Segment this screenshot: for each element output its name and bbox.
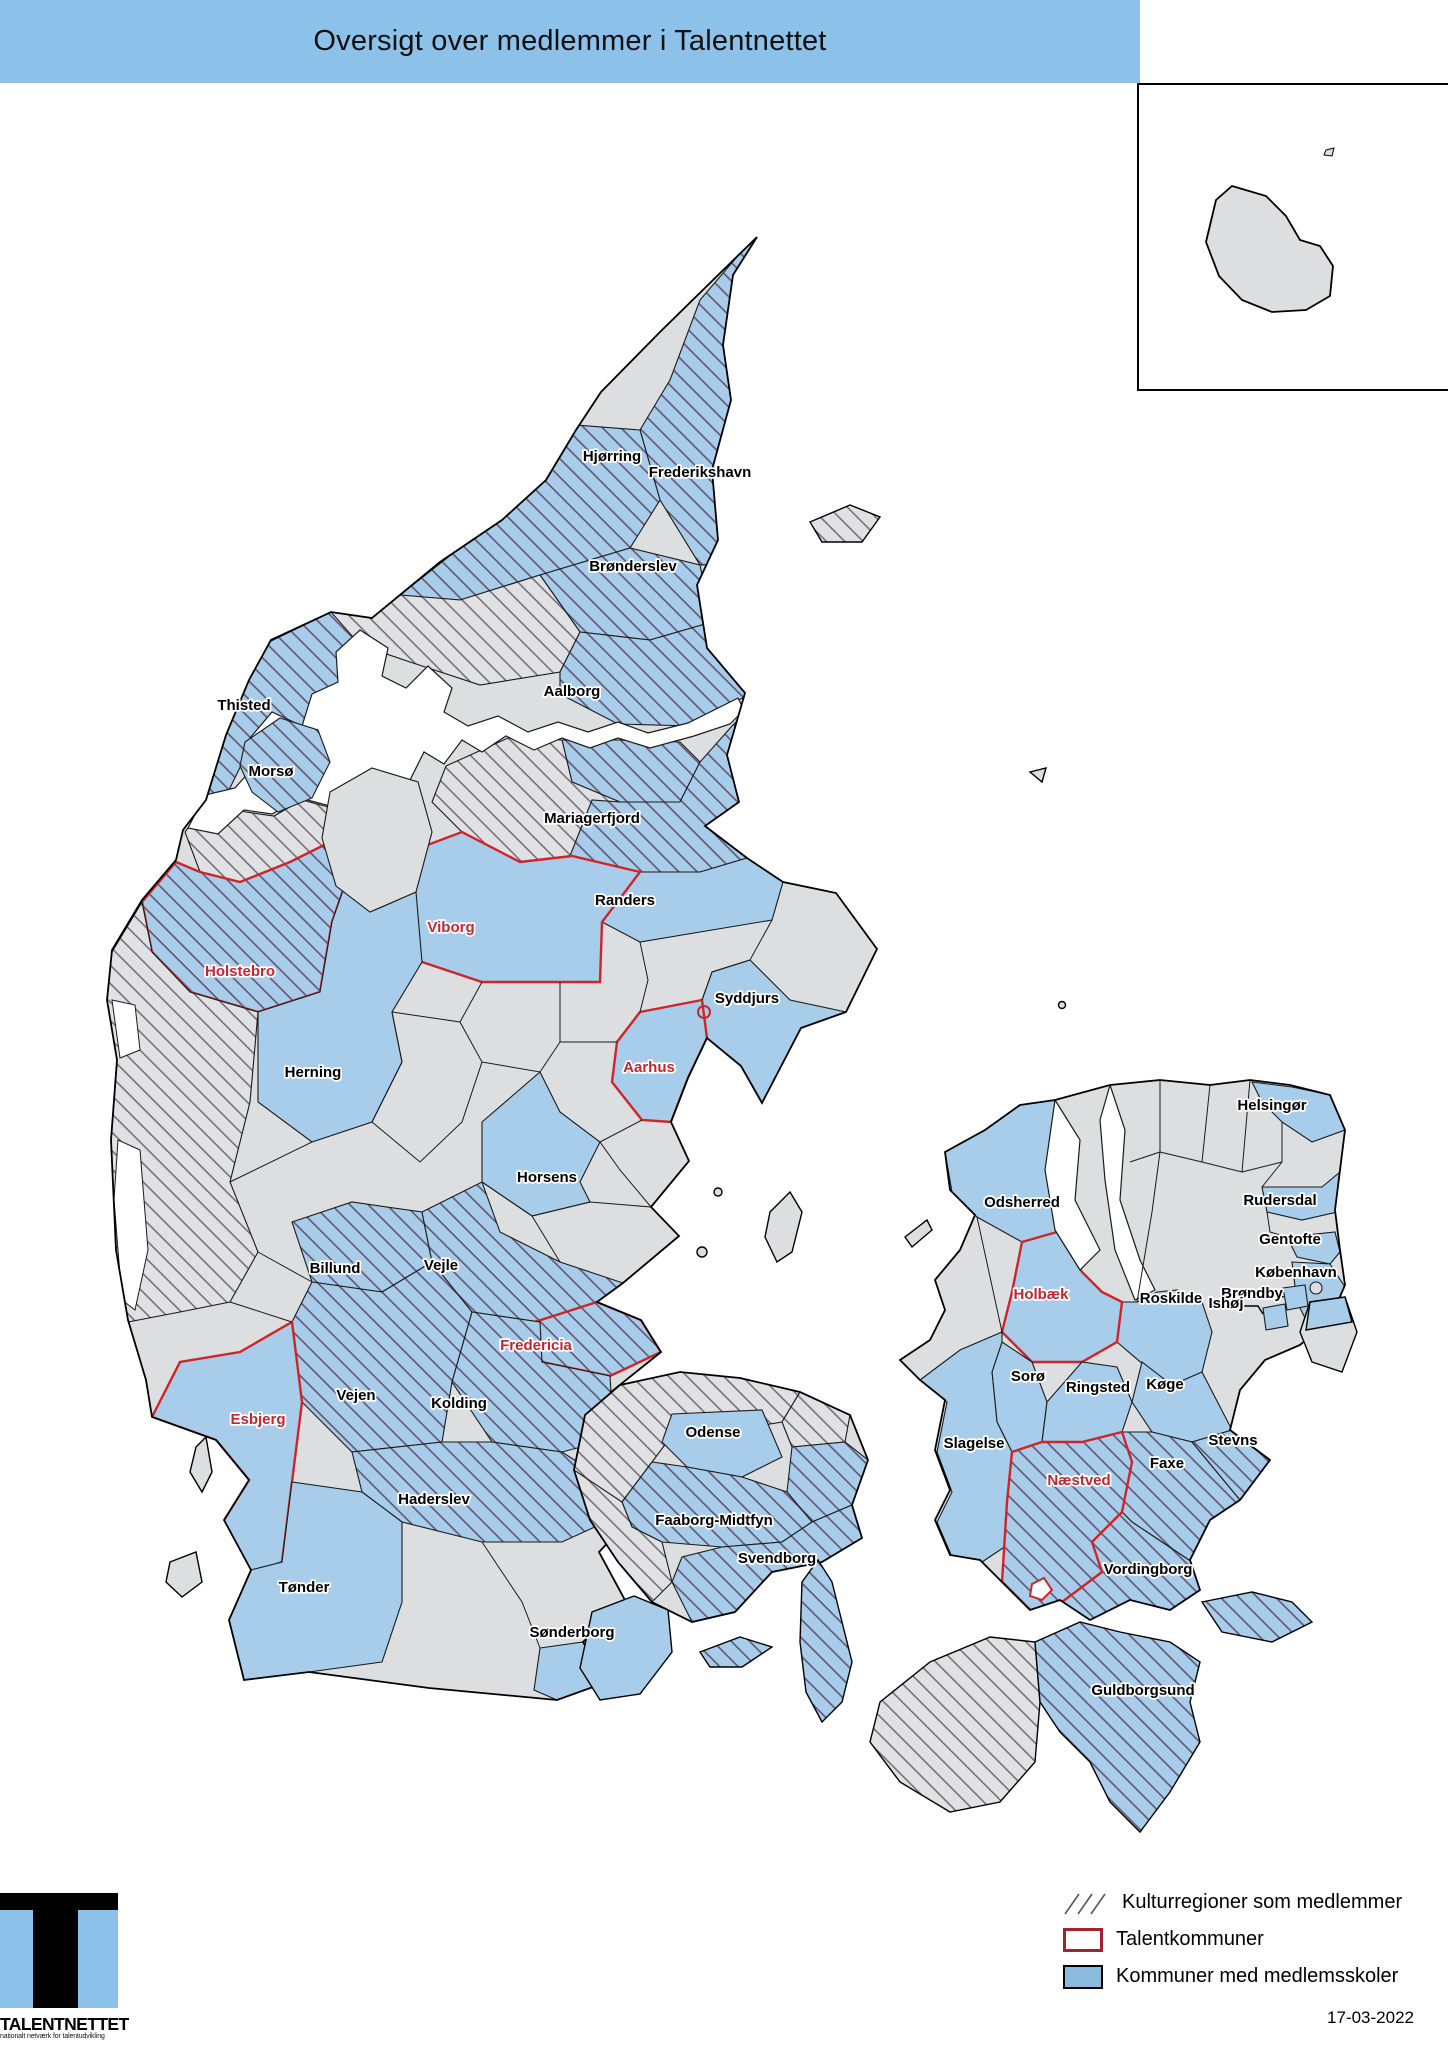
jutland <box>106 236 879 1701</box>
funen <box>573 1371 869 1623</box>
island-moen <box>1200 1591 1314 1643</box>
naestved-coast-red-outline <box>1028 1576 1054 1602</box>
map-label-mariagerfjord: Mariagerfjord <box>544 810 640 827</box>
island-hesseloe <box>1057 1000 1067 1010</box>
legend-item-culture-regions: Kulturregioner som medlemmer <box>1063 1884 1402 1921</box>
logo-tagline: nationalt netværk for talentudvikling <box>0 2033 105 2041</box>
page-title: Oversigt over medlemmer i Talentnettet <box>313 25 827 57</box>
map-label-morso: Morsø <box>249 763 295 780</box>
map-label-bronderslev: Brønderslev <box>589 558 677 575</box>
legend: Kulturregioner som medlemmer Talentkommu… <box>1063 1884 1402 1995</box>
map-label-koge: Køge <box>1146 1376 1184 1393</box>
legend-item-talent-municipalities: Talentkommuner <box>1063 1921 1402 1958</box>
island-bornholm <box>1205 184 1334 313</box>
map-label-esbjerg: Esbjerg <box>230 1411 285 1428</box>
legend-label-culture-regions: Kulturregioner som medlemmer <box>1122 1891 1403 1913</box>
island-sejeroe <box>904 1218 933 1249</box>
map-label-aalborg: Aalborg <box>544 683 601 700</box>
map-label-brondby: Brøndby <box>1221 1285 1283 1302</box>
map-labels: Hjørring Frederikshavn Brønderslev Thisted M… <box>203 446 1338 1701</box>
island-christiansoe <box>1323 147 1335 157</box>
map-label-herning: Herning <box>285 1064 342 1081</box>
map-label-ishoj: Ishøj <box>1208 1295 1243 1312</box>
map-label-holstebro: Holstebro <box>205 963 275 980</box>
island-amager-north <box>1305 1296 1353 1331</box>
map-label-aarhus: Aarhus <box>623 1059 675 1076</box>
map-label-haderslev: Haderslev <box>398 1491 470 1508</box>
bornholm-inset <box>1137 83 1448 391</box>
island-anholt <box>1028 767 1048 784</box>
hatch-swatch-icon <box>1064 1893 1106 1914</box>
talentnettet-logo: TALENTNETTET nationalt netværk for talen… <box>0 1892 130 2040</box>
map-label-faaborg-midtfyn: Faaborg-Midtfyn <box>655 1512 773 1529</box>
map-label-sonderborg: Sønderborg <box>530 1624 615 1641</box>
legend-item-member-schools: Kommuner med medlemsskoler <box>1063 1958 1402 1995</box>
map-label-syddjurs: Syddjurs <box>715 990 779 1007</box>
map-label-vejen: Vejen <box>336 1387 375 1404</box>
map-label-vordingborg: Vordingborg <box>1104 1561 1193 1578</box>
island-fanoe <box>189 1435 213 1494</box>
island-endelave <box>696 1246 708 1258</box>
title-bar: Oversigt over medlemmer i Talentnettet <box>0 0 1140 83</box>
zealand <box>898 1079 1346 1622</box>
island-roemoe <box>165 1551 203 1598</box>
island-langeland <box>799 1558 853 1724</box>
ishoej-pointer-line <box>1243 1305 1264 1315</box>
map-label-rudersdal: Rudersdal <box>1243 1192 1316 1209</box>
aarhus-exclave-red-outline <box>697 1005 711 1019</box>
map-label-soro: Sorø <box>1011 1368 1046 1385</box>
map-label-kolding: Kolding <box>431 1395 487 1412</box>
logo-name: TALENTNETTET <box>0 2014 129 2034</box>
map-label-frederikshavn: Frederikshavn <box>649 464 752 481</box>
map-label-fredericia: Fredericia <box>500 1337 572 1354</box>
map-label-tonder: Tønder <box>279 1579 330 1596</box>
map-label-faxe: Faxe <box>1150 1455 1184 1472</box>
map-label-stevns: Stevns <box>1208 1432 1257 1449</box>
talentnettet-logo-icon <box>0 1893 118 2008</box>
map-details <box>697 1005 1285 1602</box>
map-label-odense: Odense <box>685 1424 740 1441</box>
legend-label-talent-municipalities: Talentkommuner <box>1116 1928 1264 1950</box>
map-label-thisted: Thisted <box>217 697 270 714</box>
island-tunoe <box>713 1187 723 1197</box>
map-label-vejle: Vejle <box>424 1257 458 1274</box>
island-falster <box>1034 1621 1201 1834</box>
legend-label-member-schools: Kommuner med medlemsskoler <box>1116 1965 1399 1987</box>
map-label-svendborg: Svendborg <box>738 1550 816 1567</box>
broendby-pointer-line <box>1271 1293 1285 1298</box>
map-label-helsingor: Helsingør <box>1237 1097 1306 1114</box>
map-label-billund: Billund <box>310 1260 361 1277</box>
map-label-randers: Randers <box>595 892 655 909</box>
island-lolland <box>869 1636 1041 1813</box>
map-label-gentofte: Gentofte <box>1259 1231 1321 1248</box>
map-label-horsens: Horsens <box>517 1169 577 1186</box>
map-label-holbaek: Holbæk <box>1013 1286 1069 1303</box>
island-samsoe <box>764 1190 803 1264</box>
map-label-naestved: Næstved <box>1047 1472 1110 1489</box>
map-label-kobenhavn: København <box>1255 1264 1337 1281</box>
map-label-slagelse: Slagelse <box>944 1435 1005 1452</box>
map-label-ringsted: Ringsted <box>1066 1379 1130 1396</box>
map-label-odsherred: Odsherred <box>984 1194 1060 1211</box>
blue-fill-swatch-icon <box>1063 1964 1103 1989</box>
island-laesoe <box>808 504 882 543</box>
island-aeroe <box>698 1636 774 1668</box>
map-label-viborg: Viborg <box>427 919 474 936</box>
islands <box>165 504 1358 1834</box>
island-als <box>579 1595 673 1701</box>
map-label-hjorring: Hjørring <box>583 448 641 465</box>
red-outline-swatch-icon <box>1063 1927 1103 1952</box>
map-label-guldborgsund: Guldborgsund <box>1091 1682 1194 1699</box>
map-label-roskilde: Roskilde <box>1140 1290 1203 1307</box>
map-date: 17-03-2022 <box>1327 2008 1414 2027</box>
